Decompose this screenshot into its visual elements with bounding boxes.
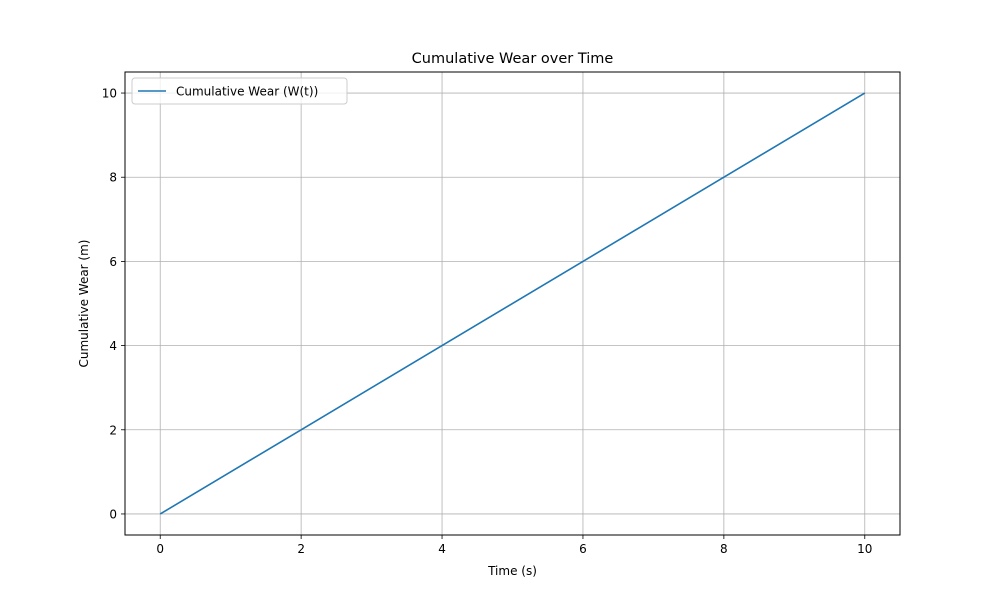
legend-label: Cumulative Wear (W(t)) <box>176 85 318 99</box>
legend-box <box>131 77 348 105</box>
x-tick-label: 2 <box>297 542 305 556</box>
tick-layer: 0 2 4 6 8 10 0 2 4 6 8 10 <box>102 87 873 556</box>
x-tick-label: 0 <box>156 542 164 556</box>
y-tick-label: 2 <box>109 423 117 437</box>
chart-title: Cumulative Wear over Time <box>412 51 614 67</box>
x-tick-label: 10 <box>857 542 872 556</box>
y-tick-label: 8 <box>109 171 117 185</box>
y-tick-label: 10 <box>102 87 117 101</box>
y-axis-label: Cumulative Wear (m) <box>77 239 91 367</box>
x-tick-label: 8 <box>720 542 728 556</box>
series-line <box>159 92 866 515</box>
x-axis-label: Time (s) <box>487 564 537 578</box>
legend: Cumulative Wear (W(t)) <box>131 77 348 105</box>
y-tick-label: 6 <box>109 255 117 269</box>
y-tick-label: 4 <box>109 339 117 353</box>
y-tick-label: 0 <box>109 507 117 521</box>
x-tick-label: 6 <box>579 542 587 556</box>
series-layer <box>159 92 866 515</box>
plot-frame <box>124 71 901 536</box>
x-tick-label: 4 <box>438 542 446 556</box>
